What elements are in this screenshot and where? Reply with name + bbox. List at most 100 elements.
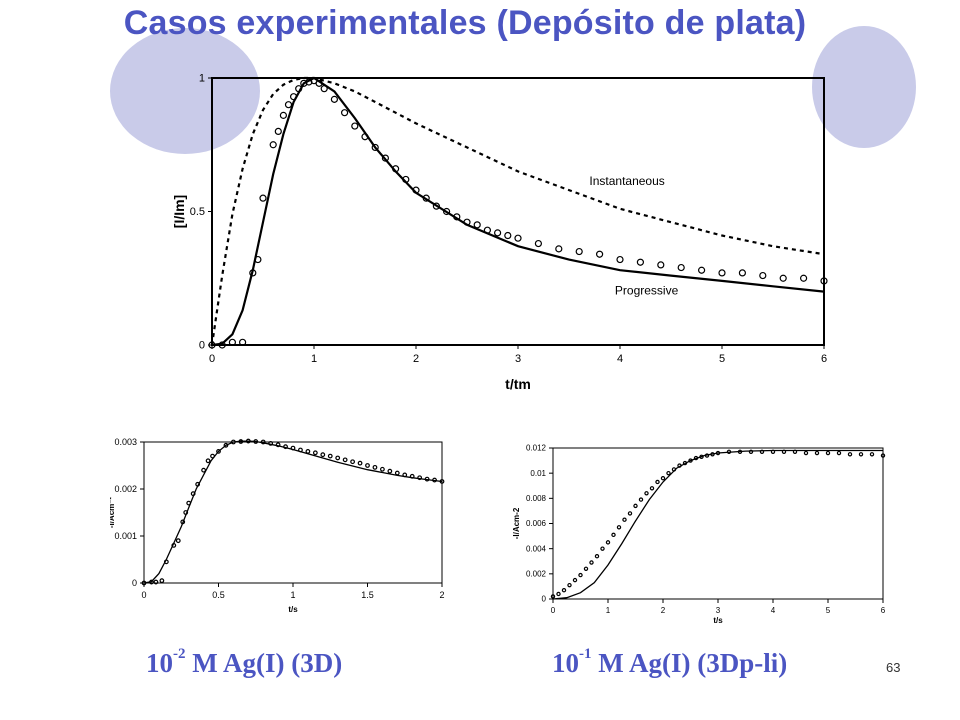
x-tick-label: 3: [515, 353, 521, 365]
data-point-experimental: [268, 441, 274, 446]
data-point-experimental: [320, 85, 328, 93]
data-point-experimental: [622, 517, 627, 522]
data-point-experimental: [432, 202, 440, 210]
data-point-experimental: [534, 239, 542, 248]
x-tick-label: 4: [771, 606, 776, 615]
data-point-experimental: [409, 473, 415, 479]
data-point-experimental: [575, 247, 583, 256]
data-point-experimental: [847, 452, 853, 457]
series-line-fit: [143, 440, 443, 584]
y-tick-label: 0: [132, 578, 137, 588]
x-tick-label: 2: [661, 606, 666, 615]
data-point-experimental: [424, 476, 430, 482]
data-point-experimental: [305, 449, 311, 454]
data-point-experimental: [300, 79, 308, 87]
data-point-experimental: [254, 255, 262, 264]
data-point-experimental: [295, 85, 303, 93]
series-line-fit: [552, 449, 883, 600]
x-tick-label: 5: [719, 353, 725, 365]
data-point-experimental: [483, 226, 491, 234]
x-tick-label: 1: [290, 590, 295, 600]
data-point-experimental: [463, 218, 471, 226]
x-tick-label: 6: [821, 353, 827, 365]
data-point-experimental: [453, 213, 461, 221]
data-point-experimental: [141, 580, 147, 586]
y-tick-label: 0.006: [526, 519, 547, 528]
data-point-experimental: [218, 341, 226, 349]
data-point-experimental: [208, 341, 216, 349]
data-point-experimental: [341, 109, 349, 117]
data-point-experimental: [350, 459, 356, 465]
data-point-experimental: [803, 450, 809, 456]
data-point-experimental: [371, 143, 379, 152]
data-point-experimental: [644, 491, 649, 496]
y-tick-label: 0.002: [526, 570, 547, 579]
decorative-circle-right: [812, 26, 916, 148]
data-point-experimental: [704, 453, 710, 458]
data-point-experimental: [205, 458, 211, 464]
data-point-experimental: [880, 453, 886, 458]
y-tick-label: 0: [199, 340, 205, 352]
data-point-experimental: [494, 229, 502, 237]
data-point-experimental: [858, 452, 864, 457]
data-point-experimental: [737, 449, 743, 454]
data-point-experimental: [372, 464, 378, 470]
data-point-experimental: [402, 472, 408, 478]
data-point-experimental: [245, 438, 251, 444]
x-tick-label: 2: [439, 590, 444, 600]
data-point-experimental: [210, 453, 215, 459]
data-point-experimental: [175, 538, 181, 544]
data-point-experimental: [279, 111, 288, 119]
data-point-experimental: [238, 338, 247, 346]
data-point-experimental: [357, 460, 363, 466]
data-point-experimental: [611, 532, 616, 538]
data-point-experimental: [290, 445, 296, 451]
x-tick-label: 2: [413, 353, 419, 365]
data-point-experimental: [183, 510, 189, 515]
data-point-experimental: [710, 452, 715, 457]
data-point-experimental: [726, 449, 732, 454]
data-point-experimental: [677, 463, 682, 468]
data-point-experimental: [195, 481, 201, 487]
data-point-experimental: [514, 234, 522, 242]
data-point-experimental: [412, 186, 420, 194]
x-tick-label: 0: [141, 590, 146, 600]
data-point-experimental: [636, 258, 644, 266]
main-chart-nucleation-models: 0 1 2 3 4 5 6 0 0.5 1 t/tm [I/Im] Instantaneous Progr…: [171, 73, 828, 392]
data-point-experimental: [392, 165, 400, 173]
caption-3d-exponent: -2: [173, 646, 186, 662]
data-point-experimental: [583, 566, 589, 571]
caption-3dp-li-text: M Ag(I) (3Dp-li): [591, 648, 788, 678]
decorative-circle-left: [110, 28, 260, 154]
y-tick-label: 0.001: [114, 531, 137, 541]
data-point-experimental: [394, 470, 400, 476]
y-tick-label: 0.003: [114, 437, 137, 447]
data-point-experimental: [361, 133, 369, 141]
data-point-experimental: [380, 466, 385, 472]
data-point-experimental: [228, 338, 237, 346]
data-point-experimental: [320, 452, 326, 458]
data-point-experimental: [439, 479, 445, 484]
data-point-experimental: [335, 455, 341, 461]
data-point-experimental: [715, 450, 721, 456]
y-axis-label: -I/Acm⁻²: [110, 497, 116, 529]
data-point-experimental: [572, 577, 578, 583]
data-point-experimental: [567, 582, 572, 588]
data-point-experimental: [171, 542, 177, 548]
data-point-experimental: [825, 450, 831, 456]
data-point-experimental: [677, 263, 685, 272]
data-point-experimental: [312, 450, 318, 456]
data-point-experimental: [365, 463, 370, 468]
data-point-experimental: [792, 449, 798, 454]
data-point-experimental: [298, 447, 303, 453]
data-point-experimental: [748, 449, 754, 454]
data-point-experimental: [274, 127, 282, 136]
data-point-experimental: [627, 511, 633, 516]
data-point-experimental: [504, 231, 512, 240]
x-tick-label: 0: [209, 353, 215, 365]
series-line-instantaneous: [210, 76, 825, 346]
x-tick-label: 0: [551, 606, 556, 615]
data-point-experimental: [249, 269, 257, 277]
data-point-experimental: [836, 450, 842, 456]
data-point-experimental: [666, 470, 671, 476]
